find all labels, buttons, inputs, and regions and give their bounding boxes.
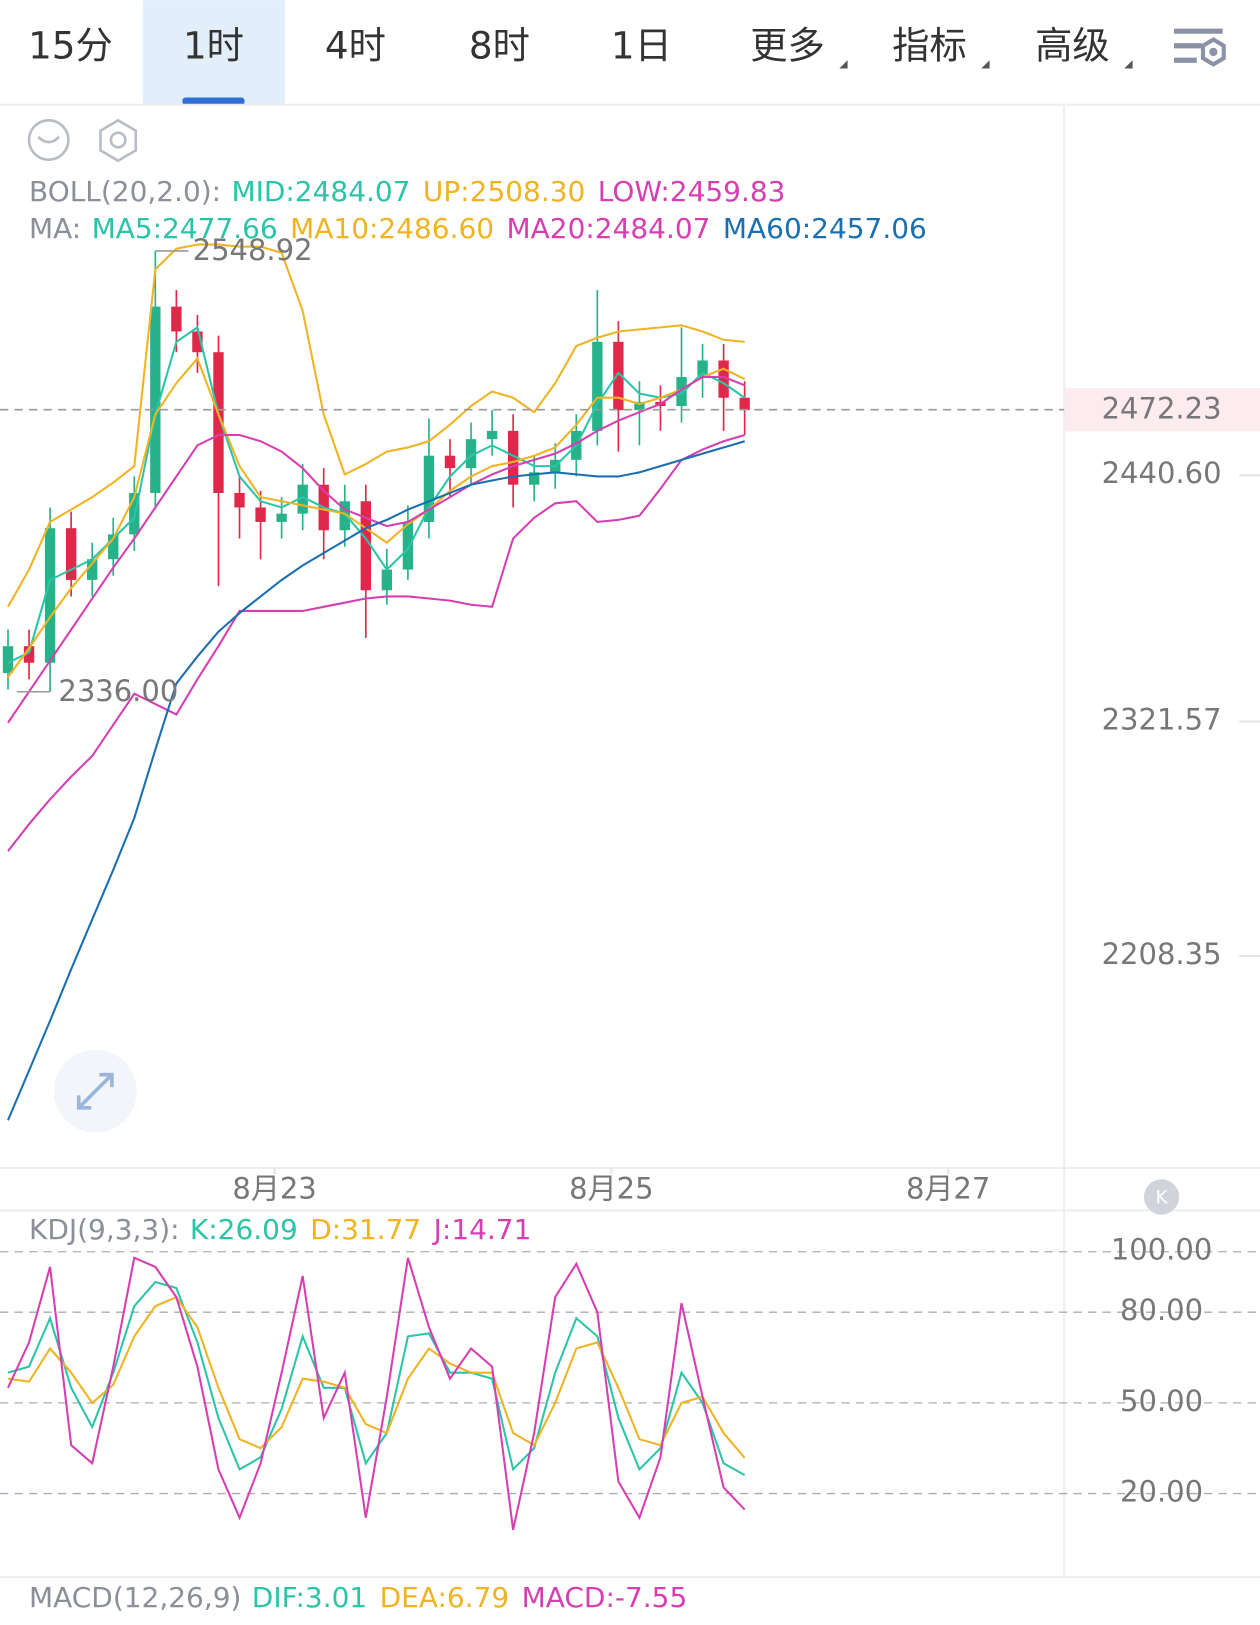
legend-entry: DEA:6.79 — [380, 1581, 510, 1614]
hide-indicator-icon[interactable] — [27, 119, 70, 161]
candle-body — [381, 569, 393, 591]
candle-body — [44, 528, 56, 663]
tab-bar: 15分 1时 4时 8时 1日 更多 指标 高级 — [28, 0, 1133, 105]
legend-entry: MA5:2477.66 — [92, 212, 278, 245]
legend-prefix: MA: — [29, 212, 81, 245]
candle-body — [297, 484, 308, 514]
legend-entry: MA60:2457.06 — [723, 212, 927, 245]
candle-body — [529, 472, 540, 485]
tab-label[interactable]: 高级 — [1035, 23, 1110, 67]
legend-entry: K:26.09 — [190, 1213, 298, 1246]
tab-underline — [182, 97, 245, 105]
y-tick-label: 50.00 — [1120, 1384, 1203, 1418]
indicator-settings-icon[interactable] — [99, 118, 138, 163]
candle-body — [339, 501, 350, 531]
min-label: 2336.00 — [58, 674, 178, 708]
dropdown-arrow — [839, 60, 848, 69]
candle-body — [108, 534, 119, 560]
candle-body — [634, 401, 645, 411]
tab-label[interactable]: 4时 — [325, 23, 386, 67]
candle-body — [192, 331, 203, 353]
y-tick-label: 2440.60 — [1102, 456, 1222, 490]
ma-line — [7, 440, 745, 1121]
candle-body — [23, 646, 35, 663]
legend-entry: D:31.77 — [310, 1213, 421, 1246]
kdj-line — [7, 1295, 746, 1459]
legend-entry: MA10:2486.60 — [290, 212, 494, 245]
candle-body — [213, 352, 224, 493]
candle-body — [255, 507, 266, 522]
boll-band — [7, 434, 745, 852]
candle-body — [402, 521, 414, 570]
tab-label[interactable]: 指标 — [892, 23, 967, 67]
candle-body — [87, 559, 98, 580]
y-tick-label: 80.00 — [1120, 1293, 1203, 1327]
candle-body — [150, 306, 161, 493]
legend-entry: DIF:3.01 — [252, 1581, 367, 1614]
max-label: 2548.92 — [193, 233, 313, 267]
candle-body — [444, 455, 456, 469]
tab-label[interactable]: 8时 — [469, 23, 530, 67]
ma-line — [7, 356, 746, 678]
candle-body — [65, 528, 77, 580]
tab-label[interactable]: 15分 — [28, 23, 113, 67]
candle-body — [697, 360, 708, 378]
legend-prefix: KDJ(9,3,3): — [29, 1213, 180, 1246]
y-tick-label: 20.00 — [1120, 1475, 1203, 1509]
legend-entry: LOW:2459.83 — [598, 175, 786, 208]
tab-label[interactable]: 1时 — [183, 23, 244, 67]
x-tick-label: 8月23 — [232, 1172, 316, 1206]
candle-body — [234, 492, 245, 508]
candle-body — [465, 439, 477, 469]
candle-body — [171, 306, 182, 332]
x-tick-label: 8月25 — [569, 1172, 653, 1206]
kdj-line — [7, 1280, 746, 1477]
legend-entry: UP:2508.30 — [423, 175, 585, 208]
ma-line — [7, 325, 746, 664]
boll-band — [7, 243, 745, 608]
legend-entry: MID:2484.07 — [231, 175, 410, 208]
legend-prefix: MACD(12,26,9) — [29, 1581, 241, 1614]
y-tick-label: 100.00 — [1111, 1233, 1212, 1267]
tab-highlight — [142, 0, 285, 105]
last-price-label: 2472.23 — [1102, 392, 1222, 426]
candle-body — [739, 397, 750, 411]
svg-text:K: K — [1155, 1187, 1168, 1208]
candle-body — [423, 455, 435, 522]
price-plot: 2440.60 2321.57 2208.35 8月23 8月25 8月27 2548.92… — [0, 233, 1260, 1206]
legend-entry: MA20:2484.07 — [507, 212, 711, 245]
legend-entry: MACD:-7.55 — [522, 1581, 688, 1614]
candle-body — [676, 377, 687, 407]
ma-line — [7, 375, 746, 724]
settings-icon[interactable] — [1173, 28, 1226, 67]
candle-body — [718, 360, 729, 398]
y-tick-label: 2208.35 — [1102, 937, 1222, 971]
tab-label[interactable]: 1日 — [611, 23, 672, 67]
x-tick-label: 8月27 — [906, 1172, 990, 1206]
scroll-latest-button[interactable]: K — [1143, 1179, 1180, 1215]
candle-body — [507, 430, 519, 485]
fullscreen-button[interactable] — [53, 1049, 137, 1133]
candle-body — [276, 513, 287, 522]
candle-body — [613, 341, 624, 411]
candle-body — [592, 341, 603, 431]
y-tick-label: 2321.57 — [1102, 703, 1222, 737]
candle-body — [360, 501, 371, 591]
candle-body — [2, 646, 14, 674]
kdj-plot: 100.00 80.00 50.00 20.00 — [0, 1233, 1260, 1531]
kdj-line — [7, 1256, 746, 1531]
legend-entry: J:14.71 — [432, 1213, 532, 1246]
candle-body — [486, 430, 498, 440]
last-price-tag — [1065, 387, 1260, 432]
legend-prefix: BOLL(20,2.0): — [29, 175, 221, 208]
tab-label[interactable]: 更多 — [750, 23, 825, 67]
legends: BOLL(20,2.0): MID:2484.07 UP:2508.30 LOW:24… — [29, 175, 927, 1614]
